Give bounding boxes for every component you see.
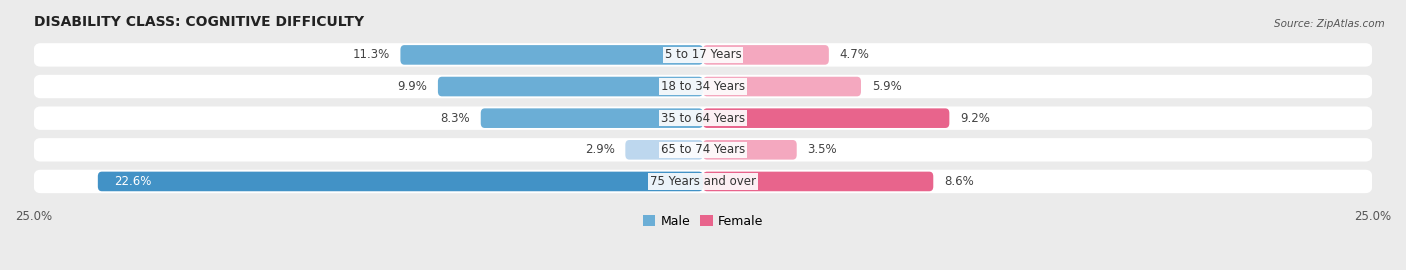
FancyBboxPatch shape	[34, 138, 1372, 161]
FancyBboxPatch shape	[703, 108, 949, 128]
Text: 9.9%: 9.9%	[398, 80, 427, 93]
Text: 8.3%: 8.3%	[440, 112, 470, 125]
Text: 2.9%: 2.9%	[585, 143, 614, 156]
Text: 5 to 17 Years: 5 to 17 Years	[665, 48, 741, 61]
Text: 65 to 74 Years: 65 to 74 Years	[661, 143, 745, 156]
FancyBboxPatch shape	[703, 45, 830, 65]
FancyBboxPatch shape	[34, 106, 1372, 130]
FancyBboxPatch shape	[34, 170, 1372, 193]
FancyBboxPatch shape	[401, 45, 703, 65]
FancyBboxPatch shape	[703, 140, 797, 160]
Text: 18 to 34 Years: 18 to 34 Years	[661, 80, 745, 93]
FancyBboxPatch shape	[34, 75, 1372, 98]
Text: Source: ZipAtlas.com: Source: ZipAtlas.com	[1274, 19, 1385, 29]
Text: 3.5%: 3.5%	[807, 143, 837, 156]
Text: DISABILITY CLASS: COGNITIVE DIFFICULTY: DISABILITY CLASS: COGNITIVE DIFFICULTY	[34, 15, 364, 29]
Text: 5.9%: 5.9%	[872, 80, 901, 93]
Text: 4.7%: 4.7%	[839, 48, 869, 61]
Text: 35 to 64 Years: 35 to 64 Years	[661, 112, 745, 125]
FancyBboxPatch shape	[703, 172, 934, 191]
Legend: Male, Female: Male, Female	[638, 210, 768, 233]
FancyBboxPatch shape	[626, 140, 703, 160]
Text: 75 Years and over: 75 Years and over	[650, 175, 756, 188]
Text: 22.6%: 22.6%	[114, 175, 152, 188]
FancyBboxPatch shape	[703, 77, 860, 96]
Text: 8.6%: 8.6%	[943, 175, 974, 188]
Text: 9.2%: 9.2%	[960, 112, 990, 125]
FancyBboxPatch shape	[437, 77, 703, 96]
FancyBboxPatch shape	[34, 43, 1372, 67]
Text: 11.3%: 11.3%	[353, 48, 389, 61]
FancyBboxPatch shape	[98, 172, 703, 191]
FancyBboxPatch shape	[481, 108, 703, 128]
